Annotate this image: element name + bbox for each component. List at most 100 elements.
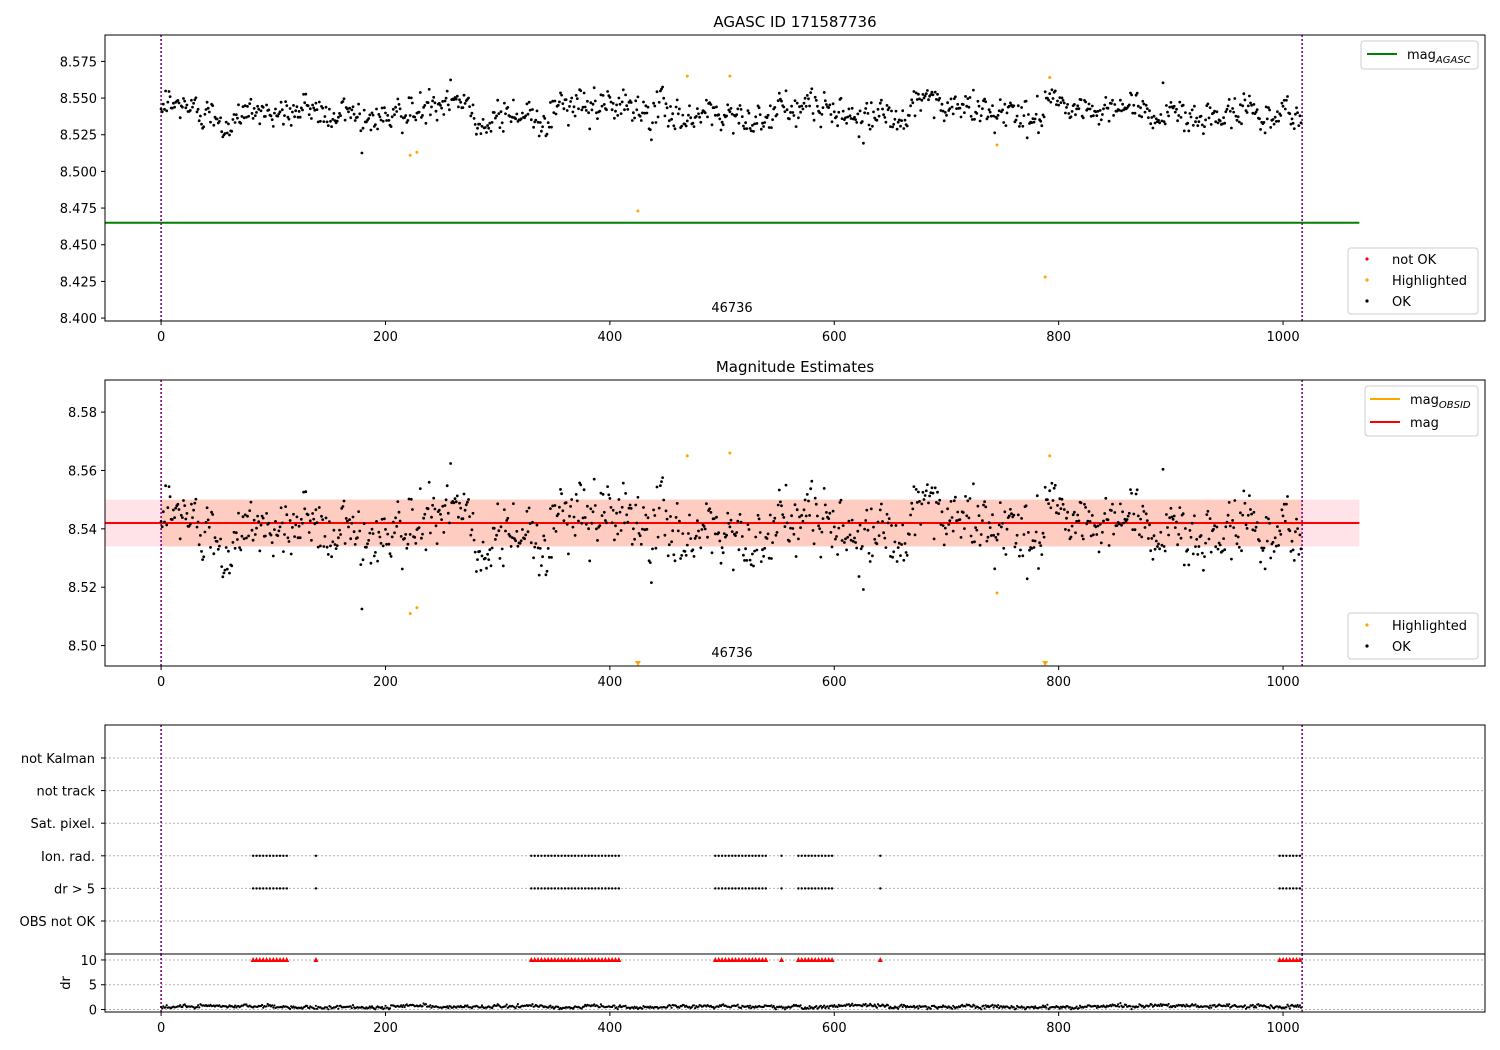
flag-point [550, 887, 553, 890]
ok-point [1132, 103, 1136, 107]
ok-point [526, 530, 530, 534]
svg-text:magOBSID: magOBSID [1410, 393, 1471, 411]
ok-point [374, 551, 377, 554]
ok-point [892, 122, 896, 126]
ok-point [792, 114, 796, 117]
ok-point [1077, 519, 1081, 523]
ok-point [1144, 512, 1148, 516]
ok-point [767, 556, 771, 560]
ok-point [458, 98, 461, 102]
ok-point [718, 117, 722, 121]
ok-point [1139, 106, 1142, 110]
dr-point [1207, 1006, 1211, 1010]
ok-point [799, 110, 802, 114]
ok-point [591, 102, 595, 106]
ok-point [589, 507, 593, 511]
agasc-axes-frame [104, 34, 1486, 322]
ok-point [222, 571, 226, 575]
ok-point [469, 114, 473, 118]
ok-point [506, 516, 510, 520]
x-tick-label: 600 [822, 330, 847, 345]
ok-point [313, 522, 317, 526]
ok-point [823, 503, 827, 507]
dr-point [374, 1008, 377, 1011]
ok-point [1035, 94, 1039, 98]
ok-point [863, 527, 866, 531]
ok-point [492, 111, 496, 114]
ok-point [1282, 502, 1286, 506]
dr-clipped-marker [575, 956, 581, 962]
ok-point [867, 551, 871, 555]
ok-point [1261, 549, 1265, 552]
ok-point [927, 501, 930, 505]
ok-point [1226, 513, 1230, 517]
ok-point [370, 527, 374, 531]
ok-point [915, 501, 919, 504]
ok-point [1067, 528, 1071, 532]
dr-point [682, 1004, 686, 1007]
ok-point [946, 101, 949, 105]
ok-point [977, 104, 981, 108]
ok-point [1070, 524, 1074, 528]
dr-point [632, 1007, 635, 1010]
ok-point [393, 113, 396, 117]
ok-point [1014, 118, 1018, 122]
ok-point [970, 118, 974, 121]
ok-point [486, 124, 489, 127]
ok-point [1123, 517, 1127, 521]
ok-point [1134, 492, 1138, 496]
ok-point [547, 125, 551, 129]
ok-point [1213, 524, 1216, 528]
ok-point [395, 110, 399, 113]
ok-point [442, 113, 446, 116]
dr-point [1248, 1006, 1251, 1009]
flag-point [1291, 887, 1295, 890]
ok-point [844, 537, 847, 541]
ok-point [1053, 483, 1057, 487]
ok-point [177, 101, 181, 105]
ok-point [560, 492, 563, 496]
ok-point [174, 506, 178, 510]
ok-point [883, 536, 887, 540]
flag-point [817, 854, 820, 857]
flag-point [275, 854, 278, 857]
dr-clipped-marker [572, 956, 578, 962]
highlighted-point [995, 143, 999, 147]
ok-point [452, 501, 456, 505]
ok-point [390, 115, 394, 119]
x-tick-label: 400 [597, 330, 622, 345]
flag-point [747, 887, 751, 890]
dr-point [872, 1005, 875, 1008]
dr-point [447, 1007, 450, 1010]
ok-point [1034, 112, 1038, 116]
dr-point [892, 1007, 895, 1010]
ok-point [839, 96, 843, 100]
ok-point [1172, 514, 1176, 518]
ok-point [667, 543, 671, 547]
ok-point [657, 100, 661, 104]
ok-point [345, 519, 349, 523]
dr-clipped-marker [809, 956, 815, 962]
dr-point [381, 1005, 384, 1009]
ok-point [882, 113, 885, 117]
ok-point [339, 114, 342, 117]
ok-point [912, 485, 916, 488]
ok-point [1222, 116, 1225, 119]
ok-point [835, 535, 838, 538]
dr-point [808, 1005, 811, 1008]
ok-point [623, 108, 626, 112]
ok-point [1117, 522, 1121, 526]
dr-clipped-marker [274, 956, 280, 962]
ok-point [285, 513, 289, 517]
ok-point [510, 536, 514, 539]
ok-point [918, 500, 921, 503]
ok-point [584, 109, 588, 112]
ok-point [407, 96, 411, 100]
ok-point [376, 559, 379, 563]
ok-point [430, 515, 433, 519]
ok-point [626, 520, 630, 524]
ok-point [579, 483, 583, 487]
ok-point [1066, 103, 1069, 106]
dr-point [819, 1004, 822, 1007]
ok-point [877, 114, 881, 118]
